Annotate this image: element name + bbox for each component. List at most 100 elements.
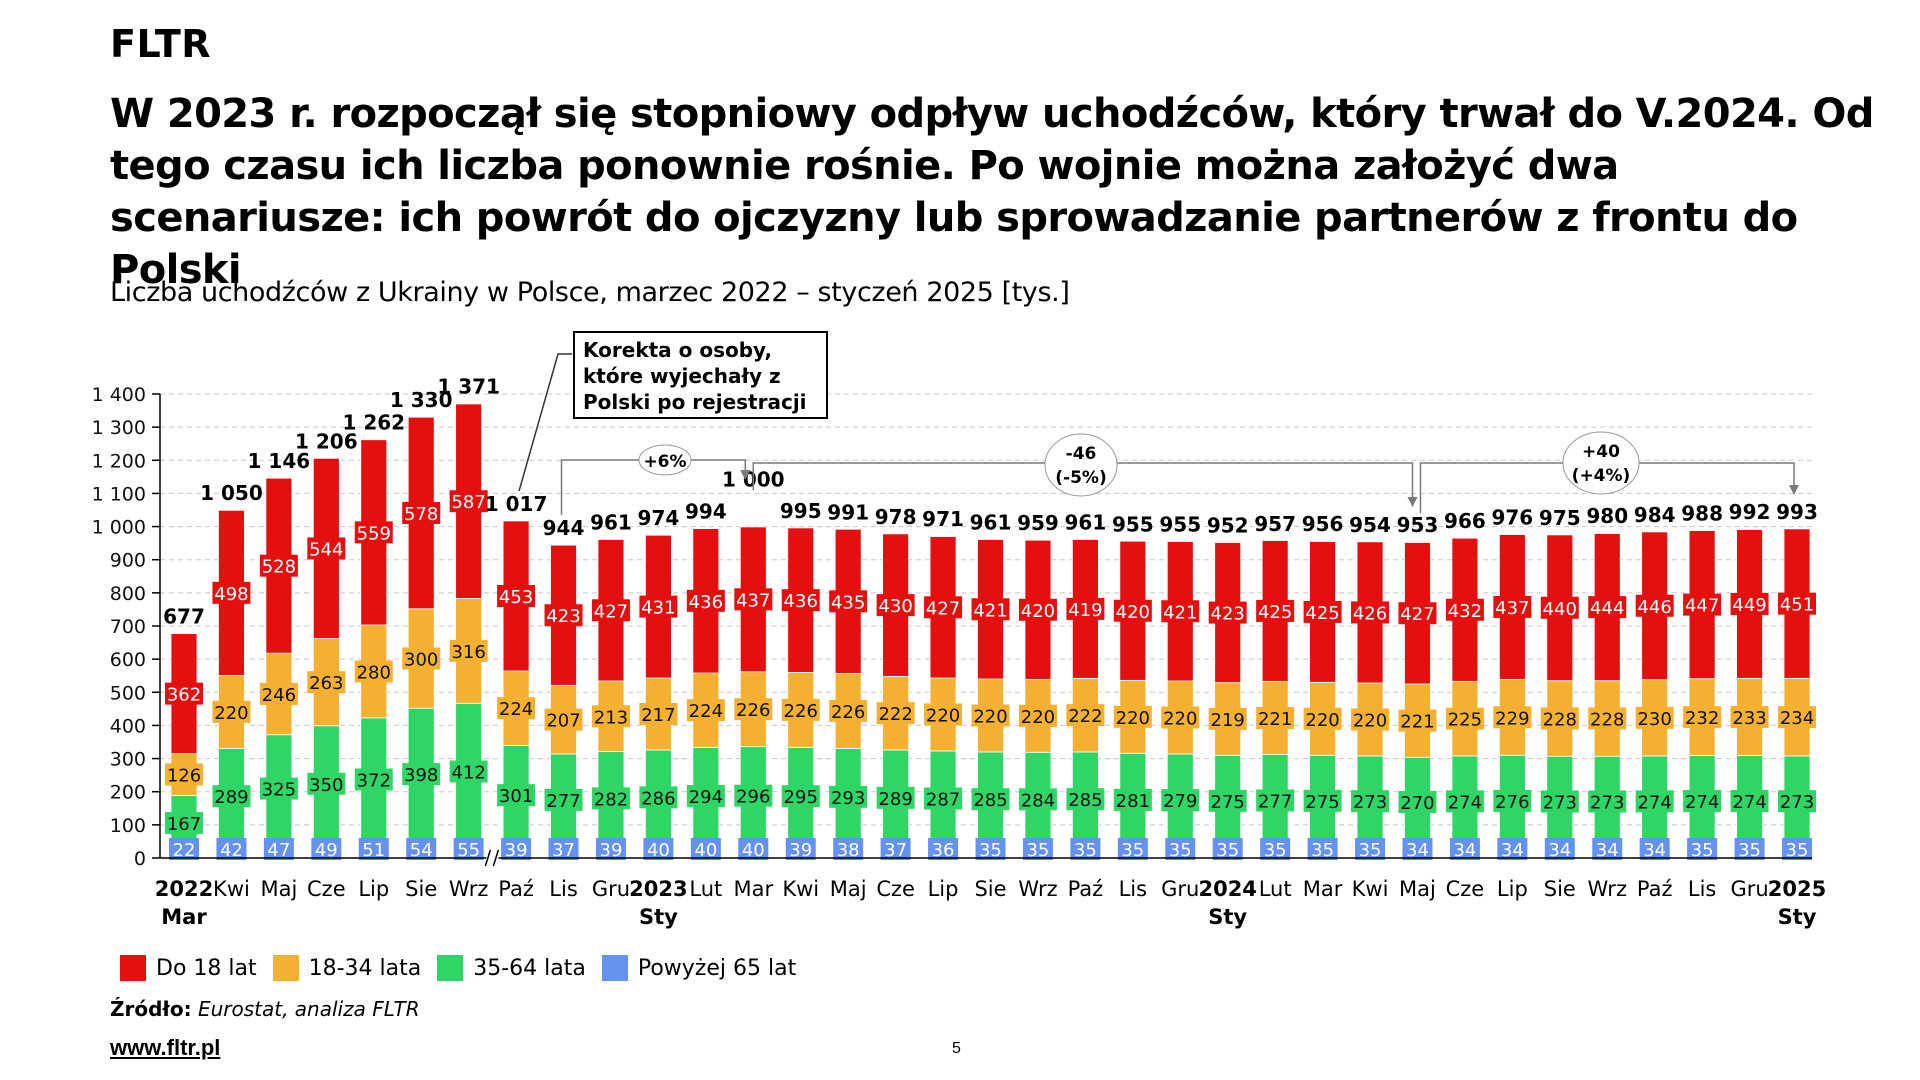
segment-label: 233: [1732, 708, 1766, 729]
segment-label-bg: [1588, 596, 1627, 619]
x-tick-label: Paź: [1068, 877, 1104, 901]
segment-label: 226: [831, 702, 865, 723]
arrow-head: [740, 470, 751, 480]
segment-label: 167: [167, 814, 201, 835]
total-label: 992: [1729, 500, 1771, 524]
segment-label: 437: [1495, 598, 1529, 619]
legend-swatch-under18: [120, 955, 146, 981]
segment-label: 453: [499, 587, 533, 608]
segment-label: 425: [1258, 602, 1292, 623]
segment-label: 436: [689, 592, 723, 613]
segment-label-bg: [1161, 789, 1200, 812]
x-tick-label: Lip: [358, 877, 389, 901]
x-tick-label: Cze: [1446, 877, 1485, 901]
x-tick-label: Gru: [1161, 877, 1199, 901]
segment-label-bg: [1113, 788, 1152, 811]
segment-label-bg: [781, 698, 820, 721]
segment-label-bg: [449, 490, 488, 513]
segment-label: 35: [1359, 840, 1382, 861]
segment-label: 228: [1590, 709, 1624, 730]
segment-label-bg: [924, 787, 963, 810]
x-tick-label: Kwi: [213, 877, 250, 901]
segment-label: 398: [404, 765, 438, 786]
segment-label: 449: [1732, 595, 1766, 616]
x-tick-year: 2024: [1198, 877, 1256, 901]
segment-label: 49: [315, 840, 338, 861]
source-text: Eurostat, analiza FLTR: [197, 997, 420, 1021]
segment-label-bg: [833, 838, 864, 860]
total-label: 980: [1586, 504, 1628, 528]
x-tick-label: Lis: [1119, 877, 1147, 901]
segment-label: 350: [309, 775, 343, 796]
total-label: 961: [970, 510, 1012, 534]
segment-label: 220: [1305, 710, 1339, 731]
segment-label-bg: [358, 838, 389, 860]
total-label: 966: [1444, 509, 1486, 533]
segment-label-bg: [1588, 790, 1627, 813]
x-tick-label: Wrz: [1018, 877, 1057, 901]
segment-label-bg: [876, 786, 915, 809]
segment-label: 300: [404, 649, 438, 670]
segment-label-bg: [829, 785, 868, 808]
segment-label: 284: [1021, 790, 1055, 811]
segment-label: 34: [1596, 840, 1619, 861]
segment-label-bg: [1540, 707, 1579, 730]
y-axis: 0 100 200 300 400 500 600 700 800 900 1 000 1 100 1 …: [92, 384, 161, 870]
legend-swatch-35-64: [437, 955, 464, 981]
segment-label: 228: [1543, 709, 1577, 730]
segment-label-bg: [1683, 593, 1722, 616]
segment-label: 296: [736, 787, 770, 808]
segment-label: 229: [1495, 708, 1529, 729]
legend-label: Powyżej 65 lat: [637, 955, 797, 981]
segment-label-bg: [686, 699, 725, 722]
segment-label-bg: [1730, 789, 1769, 812]
segment-label: 279: [1163, 791, 1197, 812]
y-tick-label: 400: [110, 715, 146, 737]
website-link[interactable]: www.fltr.pl: [110, 1035, 221, 1060]
x-tick-label: Mar: [733, 877, 773, 901]
segment-label: 35: [1216, 840, 1239, 861]
segment-label-bg: [212, 700, 251, 723]
segment-label: 420: [1021, 601, 1055, 622]
segment-label: 427: [594, 601, 628, 622]
y-tick-label: 100: [110, 815, 146, 837]
segment-label: 436: [784, 591, 818, 612]
segment-label: 273: [1353, 792, 1387, 813]
legend-label: 35-64 lata: [473, 955, 586, 981]
segment-label: 426: [1353, 603, 1387, 624]
segment-label: 289: [878, 789, 912, 810]
annotations: +6% -46 (-5%) +40 (+4%): [518, 353, 1799, 516]
segment-label-bg: [639, 786, 678, 809]
segment-label-bg: [975, 838, 1006, 860]
segment-label: 578: [404, 504, 438, 525]
segment-label-bg: [686, 589, 725, 612]
y-tick-label: 1 000: [92, 517, 146, 539]
segment-label: 222: [878, 704, 912, 725]
x-tick-year: 2023: [629, 877, 687, 901]
segment-label-bg: [1066, 597, 1105, 620]
segment-label: 293: [831, 788, 865, 809]
y-tick-label: 200: [110, 782, 146, 804]
segment-label-bg: [591, 787, 630, 810]
segment-label: 35: [1074, 840, 1097, 861]
segment-label: 301: [499, 786, 533, 807]
segment-label: 220: [926, 705, 960, 726]
x-tick-label: Lip: [928, 877, 959, 901]
segment-label-bg: [1351, 790, 1390, 813]
segment-label-bg: [165, 812, 203, 835]
total-label: 954: [1349, 513, 1391, 537]
y-tick-label: 1 400: [92, 384, 146, 406]
annotation-text: +6%: [643, 452, 686, 472]
segment-label-bg: [829, 699, 868, 722]
segment-label-bg: [263, 838, 294, 860]
axis-break-gap: [486, 855, 499, 861]
segment-label: 220: [214, 703, 248, 724]
segment-label: 234: [1780, 708, 1814, 729]
segment-label: 372: [357, 770, 391, 791]
segment-label: 274: [1732, 792, 1766, 813]
segment-label: 294: [689, 787, 723, 808]
segment-label-bg: [1303, 600, 1342, 623]
segment-label: 39: [600, 840, 623, 861]
chart-subtitle: Liczba uchodźców z Ukrainy w Polsce, mar…: [110, 277, 1070, 308]
segment-label: 447: [1685, 596, 1719, 617]
